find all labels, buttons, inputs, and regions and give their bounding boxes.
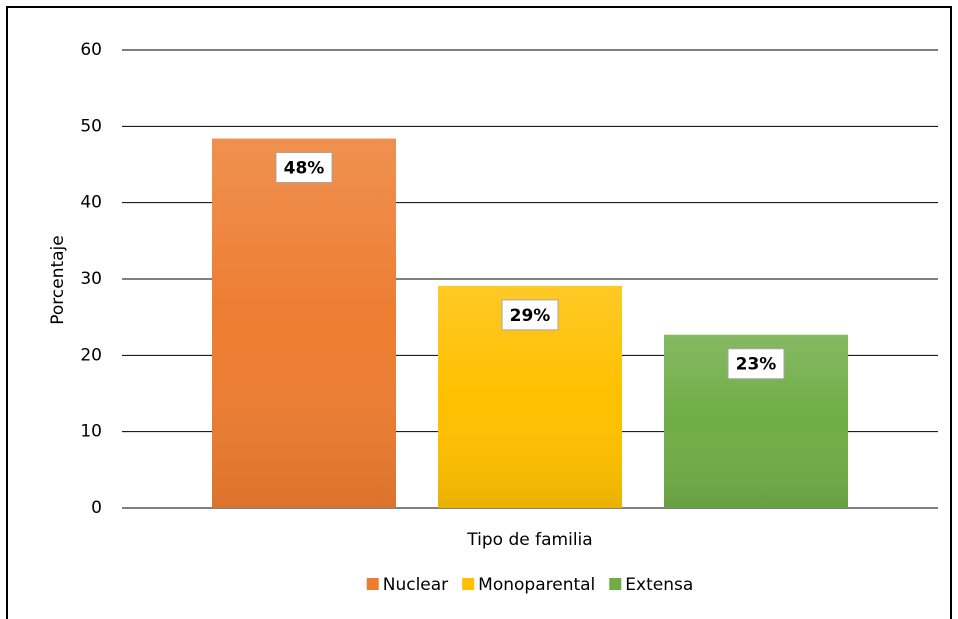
legend-swatch — [366, 578, 379, 590]
bar — [212, 138, 396, 508]
data-label-box — [727, 348, 785, 380]
legend-label: Monoparental — [478, 575, 595, 595]
legend-label: Extensa — [625, 575, 693, 595]
data-label-box — [275, 152, 333, 184]
legend-swatch — [609, 578, 622, 590]
legend-label: Nuclear — [383, 575, 448, 595]
frame — [6, 6, 952, 619]
y-tick-label: 20 — [80, 345, 102, 365]
y-tick-label: 50 — [80, 116, 102, 136]
y-tick-label: 30 — [80, 269, 102, 289]
data-label: 23% — [736, 355, 777, 375]
y-tick-label: 60 — [80, 40, 102, 60]
x-axis-title: Tipo de familia — [466, 530, 592, 550]
data-label: 48% — [284, 159, 325, 179]
y-axis-title: Porcentaje — [48, 235, 68, 325]
y-tick-label: 40 — [80, 193, 102, 213]
data-label-box — [501, 299, 559, 331]
data-label: 29% — [510, 306, 551, 326]
y-tick-label: 10 — [80, 422, 102, 442]
legend-swatch — [462, 578, 475, 590]
y-tick-label: 0 — [91, 498, 102, 518]
